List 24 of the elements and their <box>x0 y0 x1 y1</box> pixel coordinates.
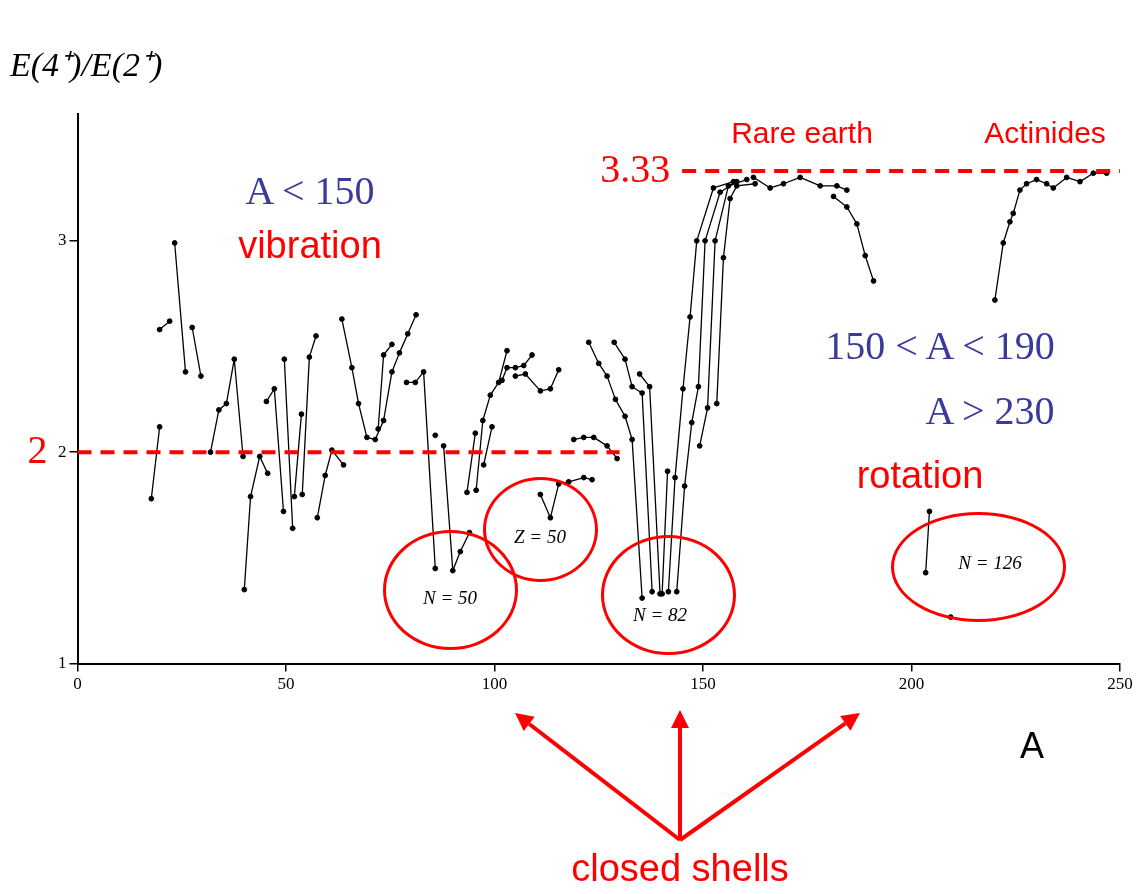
x-tick-label: 50 <box>277 674 295 694</box>
x-tick-label: 100 <box>481 674 508 694</box>
y-tick-label: 3 <box>58 230 67 250</box>
annotation: Z = 50 <box>514 526 566 548</box>
annotation: A > 230 <box>925 386 1055 434</box>
x-tick-label: 150 <box>690 674 716 694</box>
annotation: N = 126 <box>958 552 1022 574</box>
ref-line-label: 3.33 <box>600 145 671 191</box>
annotation: N = 50 <box>423 587 477 609</box>
y-axis-title: E(4⁺)/E(2⁺) <box>10 45 163 85</box>
annotation: Rare earth <box>731 116 873 150</box>
y-tick-label: 2 <box>58 441 67 461</box>
annotation: N = 82 <box>633 604 687 626</box>
annotation: vibration <box>238 223 382 267</box>
annotation: rotation <box>856 453 984 497</box>
x-tick-label: 250 <box>1107 674 1133 694</box>
x-axis-title: A <box>1020 725 1045 767</box>
x-tick-label: 0 <box>73 674 82 694</box>
annotation: A < 150 <box>245 166 375 214</box>
annotation: 150 < A < 190 <box>825 321 1055 369</box>
text: closed shells <box>571 846 789 890</box>
annotation: Actinides <box>984 116 1106 150</box>
y-tick-label: 1 <box>58 653 67 673</box>
x-tick-label: 200 <box>898 674 925 694</box>
